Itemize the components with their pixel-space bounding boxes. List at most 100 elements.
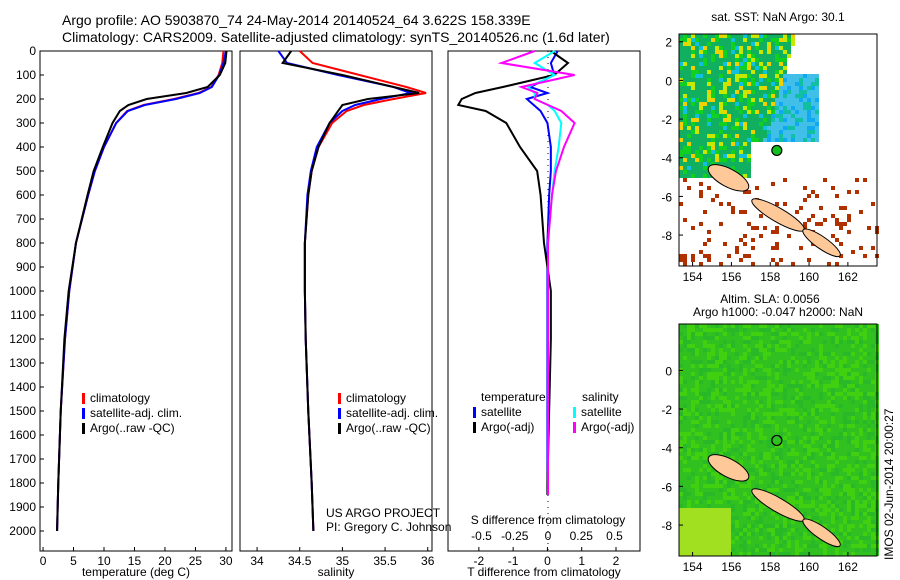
salinity-legend-swatch [338,393,341,404]
salinity-axis-label: salinity [318,565,355,579]
lon-tick-label: 156 [721,270,741,284]
t-difference-tick-label: 1 [578,554,585,568]
temp-diff-legend-label: satellite [481,405,522,419]
t-difference-tick-label: 2 [613,554,620,568]
t-difference-tick-label: -1 [508,554,519,568]
lat-tick-label: -2 [661,113,672,127]
temp-diff-legend-label: Argo(-adj) [481,420,534,434]
temperature-legend-swatch [82,393,85,404]
temperature-tick-label: 15 [128,554,142,568]
lat-tick-label: -8 [661,229,672,243]
difference-series-1 [456,50,570,495]
island-shape [802,518,841,548]
salinity-legend-label: satellite-adj. clim. [346,406,438,420]
pressure-tick-label: 1600 [9,428,36,442]
sla-map-title-2: Argo h1000: -0.047 h2000: NaN [693,305,863,319]
pressure-tick-label: 500 [16,164,36,178]
s-difference-tick-label: 0 [545,529,552,543]
temperature-tick-label: 10 [97,554,111,568]
legend-title-salinity: salinity [582,390,619,404]
lon-tick-label: 156 [721,560,741,574]
pressure-tick-label: 1800 [9,476,36,490]
lat-tick-label: -6 [661,190,672,204]
sal-diff-legend-label: Argo(-adj) [581,420,634,434]
pressure-tick-label: 1400 [9,380,36,394]
lat-tick-label: -8 [661,519,672,533]
temp-diff-legend-swatch [473,422,476,433]
temperature-series-1 [56,50,227,532]
salinity-tick-label: 34 [250,554,264,568]
title-line-1: Argo profile: AO 5903870_74 24-May-2014 … [62,12,531,28]
pressure-tick-label: 900 [16,260,36,274]
temperature-tick-label: 25 [189,554,203,568]
pressure-tick-label: 1500 [9,404,36,418]
pressure-tick-label: 600 [16,188,36,202]
temperature-tick-label: 30 [219,554,233,568]
lon-tick-label: 158 [760,270,780,284]
temperature-plot-frame [39,50,233,552]
temperature-tick-label: 5 [70,554,77,568]
project-label: US ARGO PROJECT [326,506,441,520]
sla-map-image [679,324,879,556]
salinity-legend-label: climatology [346,391,406,405]
salinity-tick-label: 36 [421,554,435,568]
t-difference-tick-label: -2 [474,554,485,568]
pressure-tick-label: 100 [16,68,36,82]
lat-tick-label: 2 [665,36,672,50]
t-difference-tick-label: 0 [544,554,551,568]
difference-series-3 [497,50,576,495]
pressure-tick-label: 700 [16,212,36,226]
lon-tick-label: 160 [799,270,819,284]
legend-title-temperature: temperature [481,390,546,404]
title-line-2: Climatology: CARS2009. Satellite-adjuste… [62,29,610,45]
difference-plot-frame [447,50,641,552]
temperature-series-2 [56,50,228,532]
temperature-tick-label: 20 [158,554,172,568]
sst-map-title: sat. SST: NaN Argo: 30.1 [711,10,845,24]
temperature-legend-swatch [82,408,85,419]
island-shape [707,164,750,192]
s-difference-tick-label: -0.25 [501,529,529,543]
island-shape [802,228,841,258]
salinity-legend-swatch [338,423,341,434]
lat-tick-label: 0 [665,74,672,88]
pressure-tick-label: 1200 [9,332,36,346]
lon-tick-label: 162 [838,270,858,284]
s-difference-tick-label: -0.5 [471,529,492,543]
pressure-tick-label: 200 [16,92,36,106]
temperature-series-0 [56,50,225,532]
pressure-tick-label: 1300 [9,356,36,370]
argo-position-marker [771,434,783,447]
pressure-tick-label: 400 [16,140,36,154]
temperature-tick-label: 0 [40,554,47,568]
salinity-tick-label: 34.5 [288,554,312,568]
s-difference-tick-label: 0.25 [570,529,594,543]
pressure-tick-label: 300 [16,116,36,130]
temperature-legend-label: climatology [90,391,150,405]
salinity-series-2 [280,50,420,532]
pressure-tick-label: 1000 [9,284,36,298]
pressure-tick-label: 1100 [10,308,36,322]
argo-position-marker [771,144,783,157]
temperature-legend-label: Argo(..raw -QC) [90,421,175,435]
salinity-legend-swatch [338,408,341,419]
lon-tick-label: 154 [683,270,703,284]
sal-diff-legend-label: satellite [581,405,622,419]
salinity-series-0 [299,50,427,532]
temp-diff-legend-swatch [473,407,476,418]
lon-tick-label: 158 [760,560,780,574]
sal-diff-legend-swatch [573,422,576,433]
s-difference-axis-label: S difference from climatology [471,513,626,527]
lon-tick-label: 162 [838,560,858,574]
salinity-legend-label: Argo(..raw -QC) [346,421,431,435]
pressure-tick-label: 0 [29,44,36,58]
salinity-tick-label: 35 [336,554,350,568]
sla-map-title-1: Altim. SLA: 0.0056 [720,292,820,306]
lat-tick-label: -4 [661,152,672,166]
lat-tick-label: -6 [661,480,672,494]
pressure-tick-label: 1700 [9,452,36,466]
salinity-plot-frame [239,50,433,552]
t-difference-axis-label: T difference from climatology [467,565,621,579]
temperature-axis-label: temperature (deg C) [82,565,190,579]
